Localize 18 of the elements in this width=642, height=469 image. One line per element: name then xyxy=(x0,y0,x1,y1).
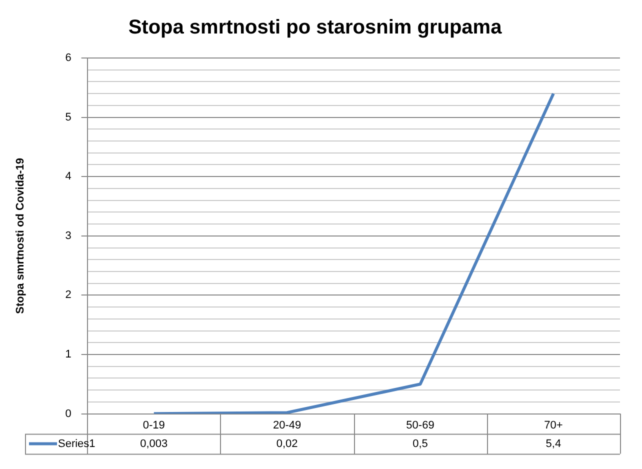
data-label: 0,003 xyxy=(140,438,168,450)
y-tick-label: 0 xyxy=(65,408,72,420)
x-tick-label: 0-19 xyxy=(142,419,165,432)
data-label: 0,02 xyxy=(276,438,298,450)
y-tick-label: 3 xyxy=(65,230,72,242)
y-tick-label: 4 xyxy=(65,170,72,183)
legend-label: Series1 xyxy=(58,438,96,450)
x-tick-label: 50-69 xyxy=(406,419,434,432)
y-tick-label: 6 xyxy=(65,52,72,64)
y-tick-label: 1 xyxy=(65,348,72,361)
y-axis-title: Stopa smrtnosti od Covida-19 xyxy=(14,158,27,314)
chart-title: Stopa smrtnosti po starosnim grupama xyxy=(128,16,503,39)
data-label: 5,4 xyxy=(546,438,562,450)
y-tick-label: 2 xyxy=(65,289,72,302)
x-tick-label: 70+ xyxy=(544,419,563,432)
y-tick-label: 5 xyxy=(65,111,72,124)
x-tick-label: 20-49 xyxy=(273,419,302,432)
data-label: 0,5 xyxy=(412,438,428,450)
